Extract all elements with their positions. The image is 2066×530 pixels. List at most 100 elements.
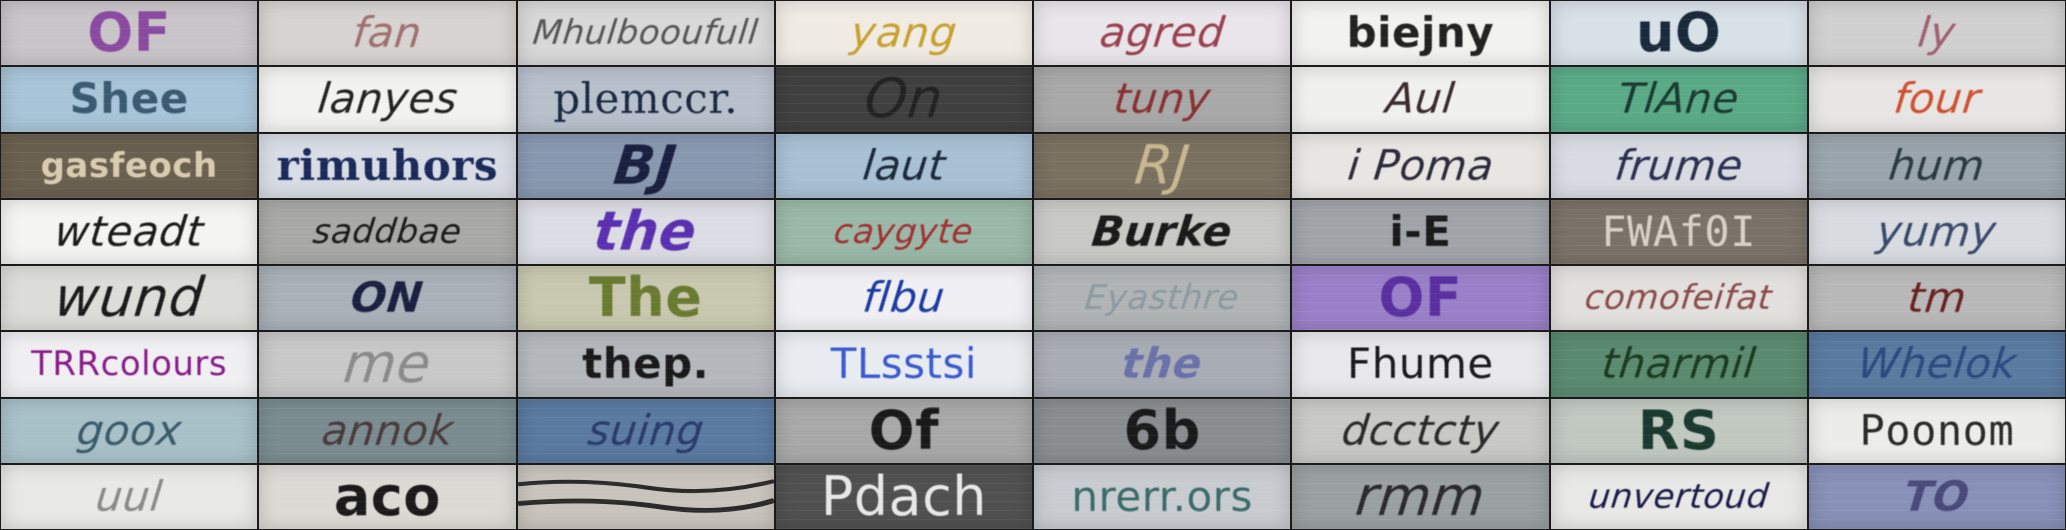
handwritten-word: suing (585, 405, 707, 455)
word-image-tile: fan (259, 1, 516, 66)
word-image-tile: flbu (775, 266, 1032, 331)
word-image-tile: FWAf0I (1550, 199, 1807, 264)
handwritten-word: Pdach (820, 464, 988, 528)
word-image-tile: i Poma (1292, 133, 1549, 198)
handwritten-word: Of (868, 398, 940, 462)
word-image-tile: unvertoud (1550, 464, 1807, 529)
word-image-tile: Eyasthre (1034, 266, 1291, 331)
handwritten-word: FWAf0I (1601, 206, 1756, 256)
handwritten-word: tuny (1111, 74, 1214, 124)
handwritten-word: hum (1886, 140, 1988, 190)
handwritten-word: gasfeoch (40, 145, 218, 186)
handwritten-word: Mhulbooufull (531, 13, 761, 54)
word-image-tile: agred (1034, 1, 1291, 66)
handwritten-word: the (1119, 339, 1205, 389)
handwritten-word: wund (51, 266, 207, 330)
word-image-tile: The (517, 266, 774, 331)
word-image-tile: BJ (517, 133, 774, 198)
word-image-tile: plemccr. (517, 67, 774, 132)
handwritten-word: Whelok (1855, 339, 2019, 389)
word-image-tile: Of (775, 398, 1032, 463)
handwritten-word: tharmil (1599, 339, 1759, 389)
handwritten-word: tm (1905, 273, 1969, 323)
handwritten-word: annok (319, 405, 456, 455)
handwritten-word: four (1891, 74, 1983, 124)
word-image-tile: Mhulbooufull (517, 1, 774, 66)
word-image-tile: tharmil (1550, 332, 1807, 397)
handwritten-word: wteadt (52, 206, 207, 256)
word-image-tile: hum (1808, 133, 2065, 198)
handwritten-word: TLsstsi (830, 339, 978, 389)
word-image-tile: RJ (1034, 133, 1291, 198)
word-image-tile: goox (1, 398, 258, 463)
word-image-tile: Fhume (1292, 332, 1549, 397)
handwritten-word: rimuhors (276, 140, 499, 190)
handwritten-word: the (591, 199, 701, 263)
handwritten-word: flbu (860, 273, 948, 323)
word-image-tile: lanyes (259, 67, 516, 132)
word-image-tile: ON (259, 266, 516, 331)
handwritten-word: i Poma (1344, 140, 1496, 190)
handwritten-word: yumy (1874, 206, 2000, 256)
scribble-stroke (517, 478, 774, 513)
handwritten-word: i-E (1389, 206, 1452, 256)
word-image-tile: nrerr.ors (1034, 464, 1291, 529)
handwritten-word: yang (848, 8, 960, 58)
word-image-tile: suing (517, 398, 774, 463)
word-image-tile: TRRcolours (1, 332, 258, 397)
handwritten-word: Eyasthre (1083, 278, 1242, 319)
handwritten-word: saddbae (310, 211, 464, 252)
handwritten-word: caygyte (832, 211, 976, 252)
word-image-tile: rmm (1292, 464, 1549, 529)
word-image-tile: laut (775, 133, 1032, 198)
handwritten-word: nrerr.ors (1071, 471, 1253, 521)
word-image-tile: TLsstsi (775, 332, 1032, 397)
handwritten-word: On (861, 67, 947, 131)
handwritten-word: goox (74, 405, 185, 455)
word-image-tile: RS (1550, 398, 1807, 463)
word-image-tile: TlAne (1550, 67, 1807, 132)
word-image-tile: comofeifat (1550, 266, 1807, 331)
handwritten-word: TlAne (1615, 74, 1742, 124)
word-image-tile: dcctcty (1292, 398, 1549, 463)
word-image-tile: OF (1, 1, 258, 66)
handwritten-word: Fhume (1347, 339, 1494, 389)
handwritten-word: plemccr. (553, 74, 739, 124)
word-image-tile: rimuhors (259, 133, 516, 198)
word-image-tile: uul (1, 464, 258, 529)
handwritten-word: ly (1915, 8, 1959, 58)
handwritten-word: Shee (69, 74, 189, 124)
word-image-tile: the (1034, 332, 1291, 397)
word-image-tile: aco (259, 464, 516, 529)
handwritten-word: comofeifat (1583, 278, 1775, 319)
handwritten-word: dcctcty (1339, 405, 1502, 455)
word-image-tile: caygyte (775, 199, 1032, 264)
handwritten-word: aco (333, 464, 441, 528)
word-image-tile: yang (775, 1, 1032, 66)
handwritten-word: 6b (1123, 398, 1201, 462)
word-image-tile: Pdach (775, 464, 1032, 529)
word-image-tile: i-E (1292, 199, 1549, 264)
word-image-tile: the (517, 199, 774, 264)
handwritten-word: RJ (1131, 133, 1193, 197)
handwritten-word: uul (93, 471, 165, 521)
handwritten-word: agred (1097, 8, 1228, 58)
word-image-tile: biejny (1292, 1, 1549, 66)
word-image-tile: Shee (1, 67, 258, 132)
handwritten-word: fan (350, 8, 425, 58)
word-image-tile: ly (1808, 1, 2065, 66)
word-image-tile: gasfeoch (1, 133, 258, 198)
handwritten-word: rmm (1352, 464, 1489, 528)
handwritten-word: RS (1637, 398, 1720, 462)
handwritten-word: TO (1901, 471, 1973, 521)
word-image-tile: saddbae (259, 199, 516, 264)
handwritten-word: The (588, 266, 703, 330)
handwritten-word: frume (1612, 140, 1746, 190)
handwritten-word: laut (860, 140, 948, 190)
word-image-tile: Poonom (1808, 398, 2065, 463)
word-image-tile: On (775, 67, 1032, 132)
handwritten-word: me (340, 332, 435, 396)
handwritten-word: biejny (1346, 8, 1495, 58)
word-image-tile: uO (1550, 1, 1807, 66)
